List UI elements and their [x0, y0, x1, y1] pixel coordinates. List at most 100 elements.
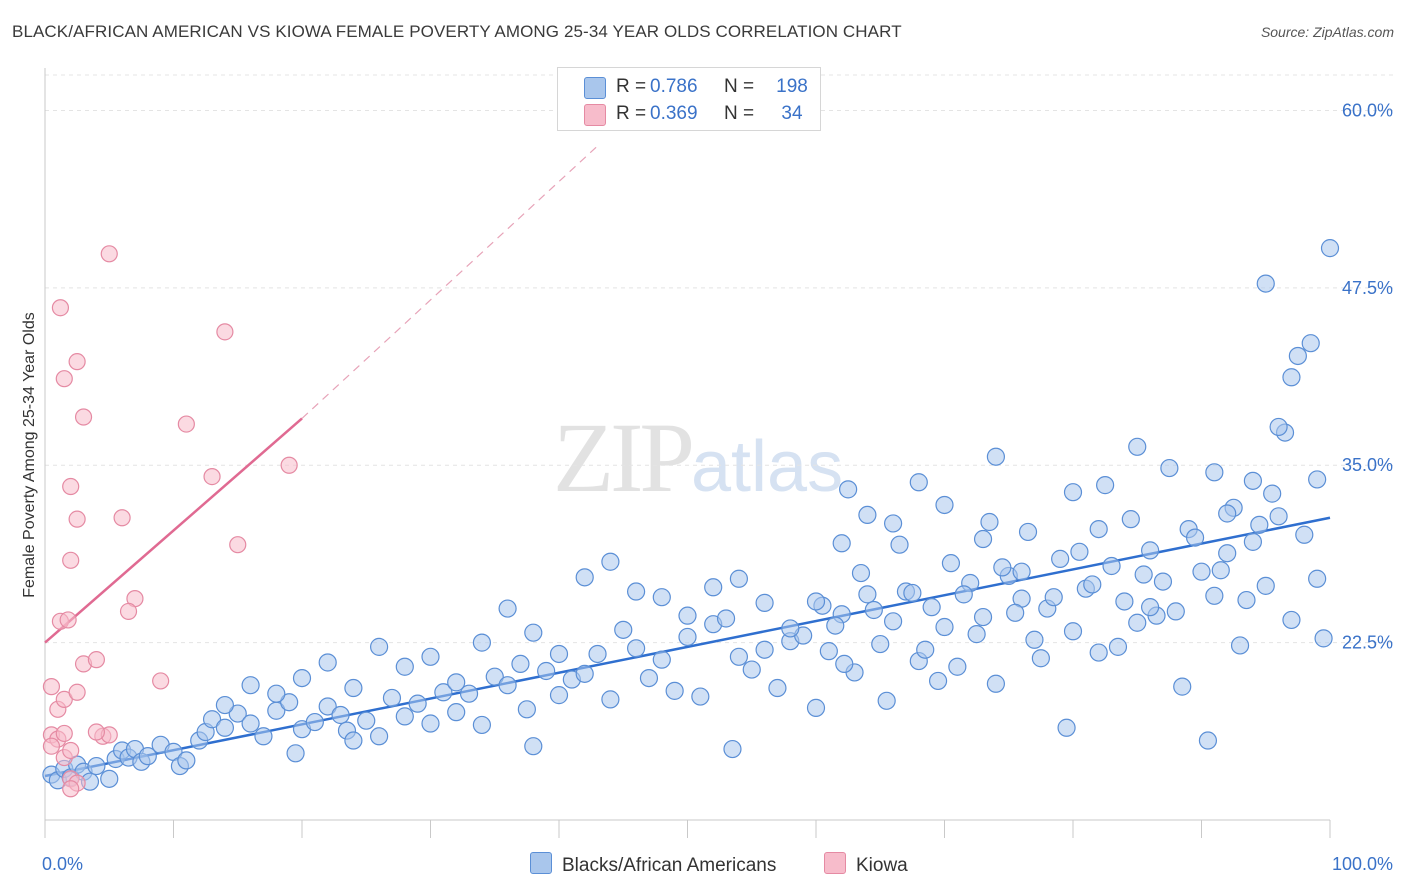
axes [44, 68, 1331, 838]
bottom-legend-label-kiowa: Kiowa [856, 855, 908, 876]
legend-r-value: 0.786 [650, 76, 698, 97]
data-point-blacks [1243, 532, 1263, 551]
data-point-blacks [286, 744, 305, 763]
data-point-kiowa [216, 323, 234, 341]
legend-r-value: 0.369 [650, 103, 698, 124]
data-point-blacks [626, 582, 646, 601]
x-tick-label: 100.0% [1332, 854, 1393, 874]
data-point-blacks [1006, 603, 1025, 622]
data-point-blacks [280, 693, 299, 712]
data-point-blacks [922, 598, 941, 617]
data-point-blacks [1057, 718, 1076, 737]
data-point-blacks [472, 715, 491, 735]
data-point-kiowa [51, 299, 70, 317]
data-point-blacks [1314, 629, 1333, 648]
data-point-blacks [678, 627, 697, 647]
data-point-blacks [1282, 610, 1301, 630]
bottom-legend-swatch-pink [824, 852, 846, 874]
data-point-kiowa [100, 245, 118, 263]
data-point-blacks [768, 678, 787, 698]
data-point-blacks [1160, 458, 1179, 478]
data-point-blacks [678, 606, 697, 625]
legend-n-value: 198 [776, 76, 808, 97]
legend-swatch-pink [584, 104, 606, 126]
y-tick-label: 60.0% [1342, 100, 1393, 120]
y-tick-label: 22.5% [1342, 633, 1393, 653]
data-point-blacks [1288, 346, 1307, 366]
bottom-legend-blacks: Blacks/African Americans [530, 852, 776, 877]
data-point-blacks [826, 616, 845, 635]
data-point-blacks [903, 583, 922, 603]
data-point-blacks [87, 756, 106, 776]
data-point-blacks [357, 711, 376, 730]
source-credit: Source: ZipAtlas.com [1260, 24, 1394, 40]
data-point-blacks [1320, 239, 1340, 258]
data-point-blacks [883, 514, 903, 533]
data-point-blacks [575, 568, 594, 587]
data-point-blacks [639, 668, 659, 688]
data-point-blacks [1295, 525, 1314, 544]
data-point-blacks [1121, 510, 1140, 529]
data-point-blacks [1173, 677, 1192, 696]
data-point-blacks [588, 644, 607, 664]
series-kiowa-points [42, 245, 298, 798]
legend-r-label: R = [616, 76, 647, 97]
data-point-blacks [1128, 437, 1147, 456]
data-point-blacks [909, 473, 928, 492]
data-point-blacks [755, 593, 774, 612]
data-point-kiowa [177, 415, 195, 433]
data-point-blacks [883, 612, 903, 631]
data-point-blacks [1192, 562, 1211, 581]
data-point-kiowa [42, 678, 61, 696]
data-point-blacks [498, 676, 517, 695]
data-point-blacks [1269, 417, 1288, 437]
data-point-kiowa [152, 672, 170, 690]
data-point-blacks [421, 647, 440, 666]
data-point-blacks [1128, 613, 1147, 632]
data-point-blacks [1185, 528, 1205, 547]
data-point-blacks [1063, 622, 1083, 641]
data-point-blacks [1044, 588, 1063, 607]
data-point-kiowa [59, 611, 77, 629]
data-point-blacks [524, 737, 543, 756]
data-point-blacks [1089, 519, 1108, 539]
data-point-blacks [1218, 504, 1237, 523]
data-point-blacks [626, 639, 646, 658]
legend-n-label: N = [724, 103, 755, 124]
data-point-blacks [1243, 471, 1263, 490]
data-point-blacks [241, 676, 260, 695]
data-point-blacks [228, 704, 247, 723]
trend-line-kiowa [44, 417, 303, 644]
watermark: ZIPatlas [553, 400, 843, 515]
bottom-legend-kiowa: Kiowa [824, 852, 908, 877]
trend-lines [44, 145, 1331, 778]
tick-labels: 22.5% 35.0% 47.5% 60.0% 0.0% 100.0% [42, 100, 1393, 874]
data-point-blacks [723, 739, 742, 759]
x-tick-label: 0.0% [42, 854, 83, 874]
data-point-kiowa [74, 408, 93, 426]
data-point-blacks [370, 637, 389, 656]
data-point-blacks [954, 585, 973, 604]
data-point-blacks [517, 700, 536, 719]
data-point-blacks [1063, 483, 1083, 502]
data-point-blacks [382, 688, 402, 708]
legend-n-label: N = [724, 76, 755, 97]
data-point-blacks [1308, 470, 1327, 489]
data-point-blacks [858, 505, 877, 525]
data-point-blacks [1018, 522, 1038, 542]
data-point-blacks [215, 695, 234, 715]
data-point-blacks [1025, 630, 1044, 649]
data-point-blacks [851, 563, 871, 583]
data-point-kiowa [42, 737, 61, 755]
data-point-blacks [928, 671, 948, 691]
data-point-blacks [1140, 598, 1160, 617]
data-point-blacks [1269, 507, 1288, 526]
data-point-blacks [832, 534, 851, 553]
data-point-blacks [1134, 565, 1153, 584]
data-point-blacks [980, 512, 999, 532]
data-point-blacks [601, 690, 620, 709]
data-point-blacks [549, 686, 569, 705]
data-point-blacks [344, 678, 363, 698]
data-point-blacks [537, 661, 556, 681]
